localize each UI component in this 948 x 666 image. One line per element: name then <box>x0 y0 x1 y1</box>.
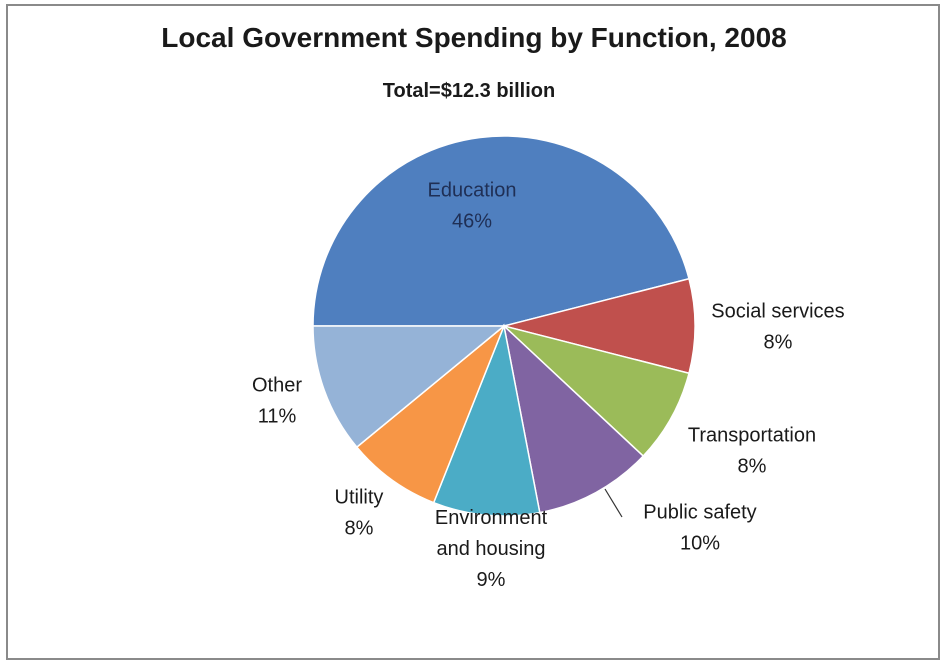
slice-label-social-services-percent: 8% <box>764 332 793 354</box>
slice-label-other-percent: 11% <box>258 406 297 428</box>
pie-slice-public-safety <box>502 323 645 514</box>
chart-subtitle: Total=$12.3 billion <box>382 80 556 102</box>
slice-label-education: Education <box>428 180 517 202</box>
slice-label-utility-percent: 8% <box>345 518 374 540</box>
slice-label-environment-percent: 9% <box>477 569 506 591</box>
pie-slice-utility <box>355 325 505 504</box>
pie-slice-social-services <box>503 277 696 375</box>
chart-title: Local Government Spending by Function, 2… <box>161 22 787 53</box>
pie-slice-environment <box>432 323 541 517</box>
pie-slice-other <box>312 325 507 449</box>
slice-label-utility: Utility <box>335 487 384 509</box>
slice-label-other: Other <box>252 375 302 397</box>
slice-label-environment: Environment <box>435 507 548 529</box>
leader-line-public-safety <box>604 488 623 518</box>
slice-label-environment-line2: and housing <box>437 538 546 560</box>
slice-label-transportation-percent: 8% <box>738 456 767 478</box>
pie-slice-education <box>312 135 690 327</box>
pie-slice-transportation <box>503 325 690 458</box>
slice-label-public-safety: Public safety <box>643 502 756 524</box>
slice-label-transportation: Transportation <box>688 425 816 447</box>
slice-label-public-safety-percent: 10% <box>680 533 720 555</box>
slice-label-social-services: Social services <box>711 301 844 323</box>
slice-label-education-percent: 46% <box>452 211 492 233</box>
